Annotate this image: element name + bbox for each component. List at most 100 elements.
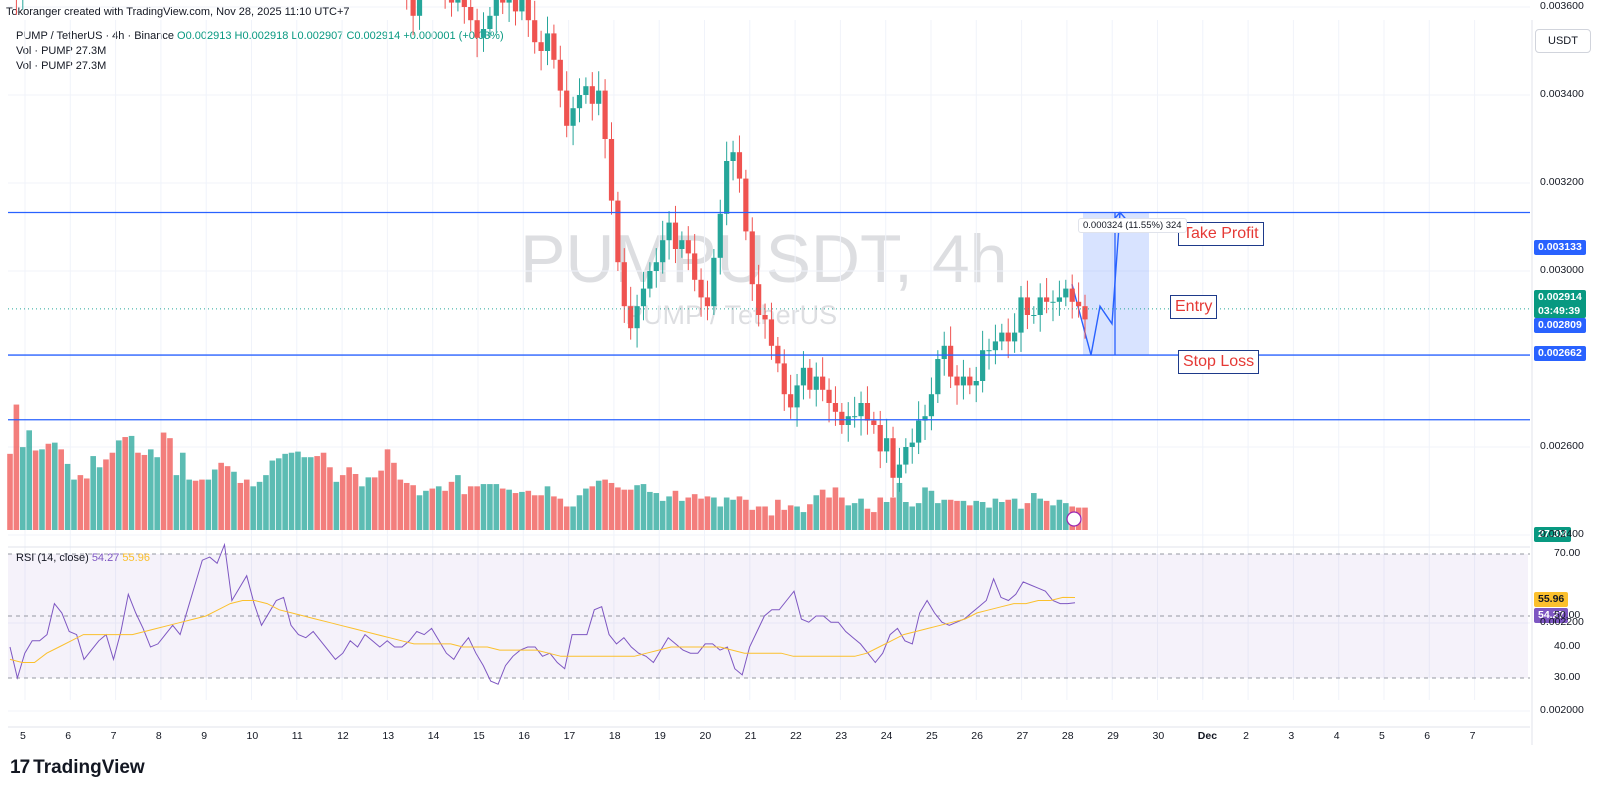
rsi-pane bbox=[8, 542, 1530, 685]
candle-body bbox=[768, 319, 775, 346]
candle-body bbox=[807, 367, 813, 390]
volume-legend-2[interactable]: Vol · PUMP 27.3M bbox=[16, 60, 107, 72]
price-tick-label: 0.002600 bbox=[1540, 440, 1584, 452]
symbol-line: PUMP / TetherUS · 4h · Binance bbox=[16, 30, 174, 42]
currency-selector[interactable]: USDT bbox=[1535, 29, 1591, 53]
candle-body bbox=[634, 306, 640, 329]
candle-body bbox=[845, 416, 851, 425]
volume-bar bbox=[391, 462, 397, 530]
volume-bar bbox=[506, 489, 512, 530]
time-tick-label: Dec bbox=[1197, 730, 1218, 742]
volume-bar bbox=[1050, 505, 1056, 530]
price-tick-label: 0.003600 bbox=[1540, 0, 1584, 12]
candle-body bbox=[570, 108, 576, 126]
rsi-legend[interactable]: RSI (14, close) 54.27 55.96 bbox=[16, 552, 150, 564]
candles bbox=[8, 0, 1530, 498]
volume-bar bbox=[371, 477, 378, 530]
volume-legend-1[interactable]: Vol · PUMP 27.3M bbox=[16, 45, 107, 57]
time-tick-label: 30 bbox=[1152, 730, 1165, 742]
candle-body bbox=[596, 90, 602, 104]
volume-bar bbox=[429, 488, 436, 530]
time-tick-label: 15 bbox=[473, 730, 485, 742]
volume-tag: 27.3M bbox=[1534, 527, 1572, 542]
volume-bar bbox=[1063, 503, 1069, 530]
volume-bar bbox=[647, 491, 653, 530]
volume-bar bbox=[256, 481, 263, 530]
volume-bar bbox=[615, 487, 621, 530]
candle-body bbox=[826, 389, 832, 403]
time-tick-label: 14 bbox=[427, 730, 440, 742]
volume-bar bbox=[679, 500, 685, 530]
candle-body bbox=[698, 279, 704, 298]
volume-bar bbox=[211, 469, 218, 530]
volume-bar bbox=[90, 456, 96, 530]
projection-measure-label: 0.000324 (11.55%) 324 bbox=[1078, 218, 1187, 233]
candle-body bbox=[813, 376, 819, 390]
candle-body bbox=[551, 33, 557, 60]
volume-bar bbox=[659, 500, 666, 530]
volume-bar bbox=[922, 487, 928, 530]
volume-bar bbox=[736, 496, 743, 530]
volume-bar bbox=[199, 479, 205, 530]
time-tick-label: 20 bbox=[699, 730, 712, 742]
volume-bar bbox=[743, 499, 749, 530]
volume-bar bbox=[224, 466, 231, 530]
volume-bar bbox=[531, 495, 538, 530]
entry-price-tag: 0.002809 bbox=[1534, 318, 1586, 333]
time-tick-label: 23 bbox=[835, 730, 848, 742]
volume-bar bbox=[775, 499, 781, 530]
candle-body bbox=[576, 95, 583, 109]
candle-body bbox=[992, 341, 999, 351]
volume-bar bbox=[672, 490, 679, 530]
volume-bar bbox=[698, 498, 704, 530]
candle-body bbox=[730, 152, 736, 161]
volume-bar bbox=[691, 494, 698, 530]
volume-bar bbox=[1037, 498, 1044, 530]
ohlc-values: O0.002913 H0.002918 L0.002907 C0.002914 … bbox=[177, 30, 504, 42]
candle-body bbox=[877, 425, 883, 452]
candle-body bbox=[839, 411, 845, 425]
time-tick-label: 22 bbox=[790, 730, 802, 742]
volume-bar bbox=[563, 506, 570, 530]
candle-body bbox=[896, 464, 903, 478]
volume-bar bbox=[871, 512, 877, 530]
candle-body bbox=[871, 420, 877, 425]
volume-bar bbox=[346, 467, 352, 530]
candle-body bbox=[525, 0, 531, 21]
volume-bar bbox=[640, 484, 647, 530]
candle-body bbox=[820, 376, 826, 390]
time-tick-label: 26 bbox=[971, 730, 983, 742]
volume-bar bbox=[179, 452, 186, 530]
tradingview-logo[interactable]: 17 TradingView bbox=[10, 757, 145, 779]
volume-bar bbox=[826, 497, 832, 530]
volume-bar bbox=[480, 484, 487, 530]
time-tick-label: 6 bbox=[1424, 730, 1431, 742]
volume-bar bbox=[154, 457, 160, 530]
candle-body bbox=[954, 376, 960, 386]
volume-bar bbox=[602, 479, 608, 530]
rsi-tag: 54.27 bbox=[1534, 608, 1569, 623]
volume-bar bbox=[397, 479, 404, 530]
time-tick-label: 9 bbox=[201, 730, 208, 742]
volume-bar bbox=[999, 502, 1005, 530]
volume-bar bbox=[147, 449, 154, 530]
symbol-legend[interactable]: PUMP / TetherUS · 4h · Binance O0.002913… bbox=[16, 30, 504, 42]
stop-loss-label[interactable]: Stop Loss bbox=[1178, 350, 1260, 374]
entry-label[interactable]: Entry bbox=[1170, 295, 1218, 319]
price-tick-label: 0.002400 bbox=[1540, 528, 1584, 540]
candle-body bbox=[532, 20, 538, 43]
volume-bar bbox=[787, 505, 794, 530]
candle-body bbox=[666, 222, 672, 241]
candle-body bbox=[724, 161, 730, 214]
volume-bar bbox=[941, 499, 948, 530]
volume-bar bbox=[711, 497, 717, 530]
candle-body bbox=[941, 345, 947, 359]
time-tick-label: 5 bbox=[1379, 730, 1385, 742]
volume-bar bbox=[519, 491, 525, 530]
volume-bar bbox=[327, 467, 333, 530]
price-tick-label: 0.002000 bbox=[1540, 704, 1584, 716]
take-profit-label[interactable]: Take Profit bbox=[1178, 222, 1264, 246]
volume-bar bbox=[704, 496, 711, 530]
candle-body bbox=[512, 0, 519, 12]
